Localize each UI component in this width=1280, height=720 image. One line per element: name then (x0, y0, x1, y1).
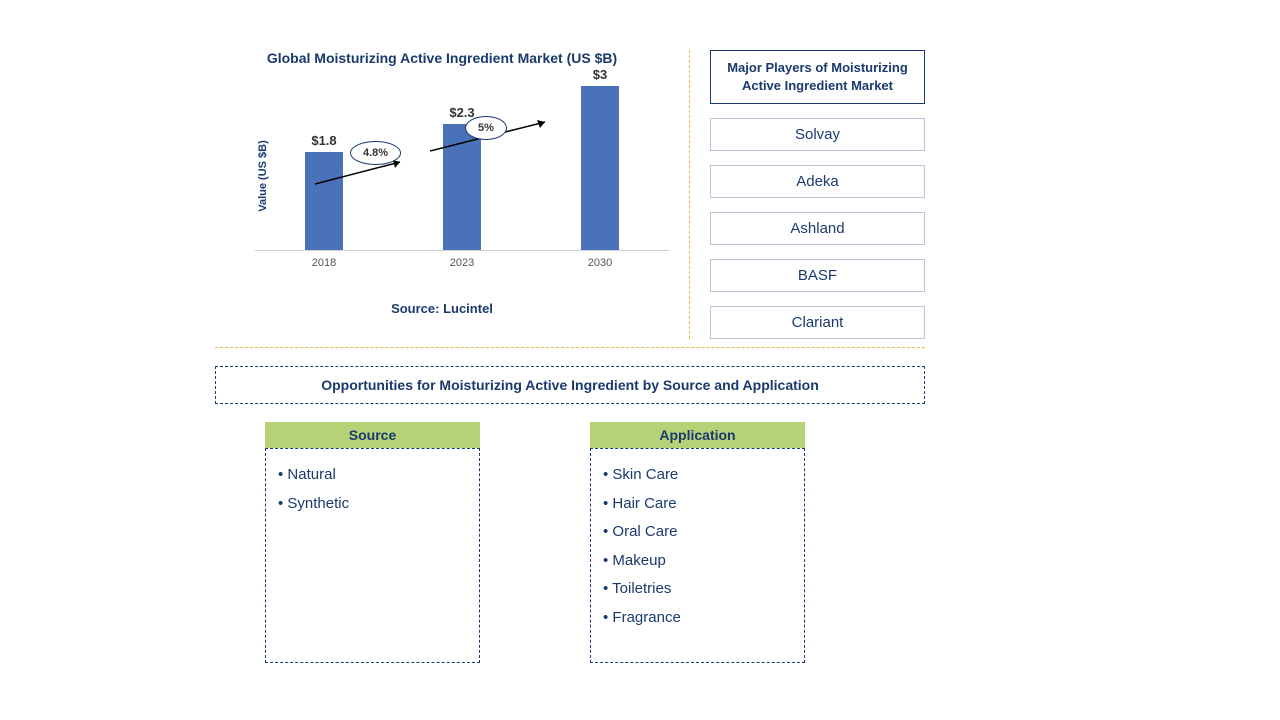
category-column: Source• Natural• Synthetic (265, 422, 480, 663)
player-box: Ashland (710, 212, 925, 245)
player-box: Clariant (710, 306, 925, 339)
category-body: • Skin Care• Hair Care• Oral Care• Makeu… (590, 448, 805, 663)
x-tick-label: 2018 (294, 257, 354, 269)
top-section: Global Moisturizing Active Ingredient Ma… (215, 50, 925, 348)
chart-area: Value (US $B) 4.8%5% $1.8$2.3$3 20182023… (255, 76, 669, 276)
x-axis-labels: 2018 2023 2030 (255, 257, 669, 269)
category-item: • Natural (278, 461, 467, 490)
players-panel: Major Players of Moisturizing Active Ing… (690, 50, 925, 339)
chart-title: Global Moisturizing Active Ingredient Ma… (215, 50, 669, 66)
bar-group: $1.8 (294, 133, 354, 250)
categories-row: Source• Natural• SyntheticApplication• S… (215, 422, 925, 663)
category-body: • Natural• Synthetic (265, 448, 480, 663)
category-item: • Hair Care (603, 490, 792, 519)
bar-value-label: $1.8 (311, 133, 336, 148)
category-item: • Toiletries (603, 575, 792, 604)
player-box: Adeka (710, 165, 925, 198)
bar-group: $3 (570, 67, 630, 250)
category-item: • Makeup (603, 547, 792, 576)
bar (581, 86, 619, 250)
chart-panel: Global Moisturizing Active Ingredient Ma… (215, 50, 690, 339)
opportunities-title: Opportunities for Moisturizing Active In… (215, 366, 925, 404)
category-header: Application (590, 422, 805, 448)
category-column: Application• Skin Care• Hair Care• Oral … (590, 422, 805, 663)
category-header: Source (265, 422, 480, 448)
growth-rate-badge: 4.8% (350, 141, 401, 165)
category-item: • Oral Care (603, 518, 792, 547)
x-tick-label: 2030 (570, 257, 630, 269)
category-item: • Synthetic (278, 490, 467, 519)
growth-rate-badge: 5% (465, 116, 507, 140)
bar-value-label: $3 (593, 67, 607, 82)
players-title: Major Players of Moisturizing Active Ing… (710, 50, 925, 104)
player-box: BASF (710, 259, 925, 292)
category-item: • Fragrance (603, 604, 792, 633)
category-item: • Skin Care (603, 461, 792, 490)
source-text: Source: Lucintel (215, 301, 669, 316)
x-tick-label: 2023 (432, 257, 492, 269)
player-box: Solvay (710, 118, 925, 151)
infographic-container: Global Moisturizing Active Ingredient Ma… (215, 50, 925, 663)
